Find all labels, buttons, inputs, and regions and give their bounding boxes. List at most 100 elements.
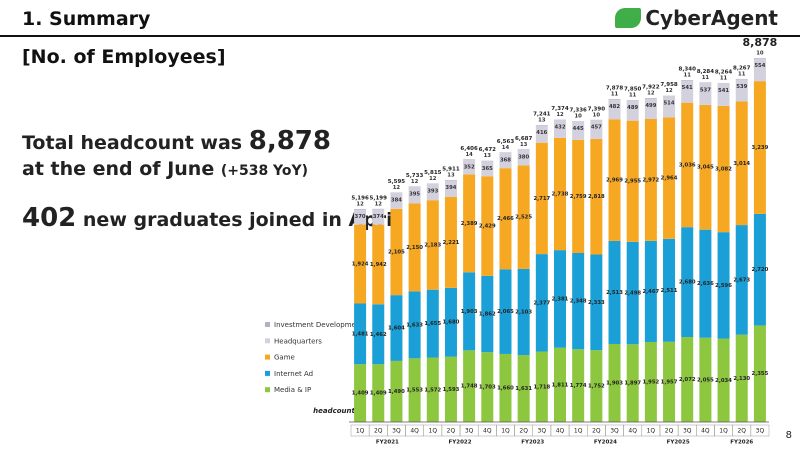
bar-segment bbox=[499, 168, 512, 270]
title-rule bbox=[0, 35, 800, 37]
group-label: FY2022 bbox=[449, 440, 472, 446]
total-label: 6,563 bbox=[497, 139, 515, 145]
bar-segment bbox=[644, 98, 657, 119]
data-label: 1,604 bbox=[388, 326, 405, 332]
bar-segment bbox=[481, 275, 494, 353]
x-tick-label: 2Q bbox=[447, 428, 456, 435]
x-tick-label: 2Q bbox=[374, 428, 383, 435]
bar-segment bbox=[663, 96, 676, 118]
total-label: 7,922 bbox=[642, 85, 660, 91]
bar-segment bbox=[717, 338, 730, 422]
bar-segment bbox=[499, 269, 512, 354]
bar-segment bbox=[735, 101, 748, 226]
data-label: 1,680 bbox=[443, 320, 460, 326]
bar-segment bbox=[554, 137, 566, 251]
axis-label: headcount bbox=[313, 407, 355, 415]
value: 8,878 bbox=[248, 126, 331, 156]
data-label: 1,553 bbox=[406, 388, 423, 394]
bar-segment bbox=[608, 343, 621, 422]
x-tick-label: 1Q bbox=[356, 428, 365, 435]
data-label: 2,105 bbox=[388, 249, 405, 255]
data-label: 395 bbox=[409, 192, 420, 198]
data-label: 1,633 bbox=[406, 322, 423, 328]
data-label: 541 bbox=[682, 85, 693, 91]
data-label: 1,748 bbox=[461, 384, 478, 390]
data-label: 1,462 bbox=[370, 332, 387, 338]
data-label: 3,082 bbox=[715, 166, 732, 172]
data-label: 1,631 bbox=[515, 386, 532, 392]
bar-segment bbox=[717, 232, 730, 339]
legend-swatch bbox=[265, 338, 270, 344]
bar-segment bbox=[572, 121, 585, 140]
data-label: 13 bbox=[520, 142, 528, 148]
data-label: 499 bbox=[645, 103, 656, 109]
data-label: 2,377 bbox=[533, 300, 550, 306]
data-label: 2,511 bbox=[661, 288, 678, 294]
total-label: 7,336 bbox=[569, 108, 587, 114]
data-label: 1,481 bbox=[352, 331, 369, 337]
data-label: 2,972 bbox=[642, 177, 659, 183]
data-label: 11 bbox=[720, 76, 728, 82]
data-label: 489 bbox=[627, 105, 638, 111]
data-label: 12 bbox=[647, 91, 655, 97]
x-tick-label: 2Q bbox=[519, 428, 528, 435]
value: 402 bbox=[22, 203, 77, 233]
bar-segment bbox=[481, 352, 494, 422]
data-label: 1,655 bbox=[424, 321, 441, 327]
data-label: 2,525 bbox=[515, 215, 532, 221]
data-label: 2,183 bbox=[424, 242, 441, 248]
bar-segment bbox=[354, 209, 367, 225]
legend-swatch bbox=[265, 354, 270, 360]
data-label: 2,381 bbox=[552, 296, 569, 302]
bar-segment bbox=[735, 225, 748, 335]
graduates: 402 new graduates joined in April bbox=[22, 203, 399, 233]
data-label: 11 bbox=[611, 92, 619, 98]
bar-segment bbox=[572, 349, 585, 422]
data-label: 1,409 bbox=[352, 391, 369, 397]
bar-segment bbox=[390, 360, 403, 422]
bar-segment bbox=[408, 203, 421, 292]
total-label: 8,264 bbox=[715, 70, 733, 76]
bar-segment bbox=[481, 160, 494, 162]
text: Total headcount was bbox=[22, 132, 243, 154]
bar-segment bbox=[608, 119, 621, 241]
data-label: 2,738 bbox=[552, 191, 569, 197]
bar-segment bbox=[753, 213, 766, 326]
total-label: 5,733 bbox=[406, 173, 424, 179]
data-label: 2,969 bbox=[606, 178, 623, 184]
data-label: 1,903 bbox=[606, 380, 623, 386]
bar-segment bbox=[535, 254, 548, 352]
bar-segment bbox=[354, 364, 367, 422]
total-label: 8,878 bbox=[743, 36, 778, 49]
data-label: 2,130 bbox=[733, 376, 750, 382]
total-label: 8,284 bbox=[697, 69, 715, 75]
x-tick-label: 2Q bbox=[737, 428, 746, 435]
data-label: 3,045 bbox=[697, 165, 714, 171]
logo-text: CyberAgent bbox=[645, 6, 778, 30]
bar-segment bbox=[408, 358, 421, 422]
bar-segment bbox=[554, 250, 566, 348]
data-label: 3,239 bbox=[752, 145, 769, 151]
logo: CyberAgent bbox=[615, 6, 778, 30]
data-label: 1,774 bbox=[570, 383, 587, 389]
bar-segment bbox=[535, 125, 548, 126]
bar-segment bbox=[444, 196, 457, 288]
bar-segment bbox=[372, 209, 385, 225]
bar-segment bbox=[499, 152, 512, 154]
bar-segment bbox=[626, 241, 639, 345]
data-label: 2,150 bbox=[406, 245, 423, 251]
bar-segment bbox=[408, 291, 421, 359]
data-label: 12 bbox=[665, 88, 673, 94]
data-label: 1,409 bbox=[370, 391, 387, 397]
total-label: 6,406 bbox=[460, 146, 478, 152]
x-tick-label: 1Q bbox=[647, 428, 656, 435]
note: (+538 YoY) bbox=[220, 163, 309, 179]
x-tick-label: 3Q bbox=[683, 428, 692, 435]
bar-segment bbox=[535, 142, 548, 255]
group-label: FY2026 bbox=[730, 440, 753, 446]
data-label: 384 bbox=[391, 198, 402, 204]
bar-segment bbox=[481, 161, 494, 177]
x-tick-label: 1Q bbox=[501, 428, 510, 435]
x-tick-label: 3Q bbox=[465, 428, 474, 435]
